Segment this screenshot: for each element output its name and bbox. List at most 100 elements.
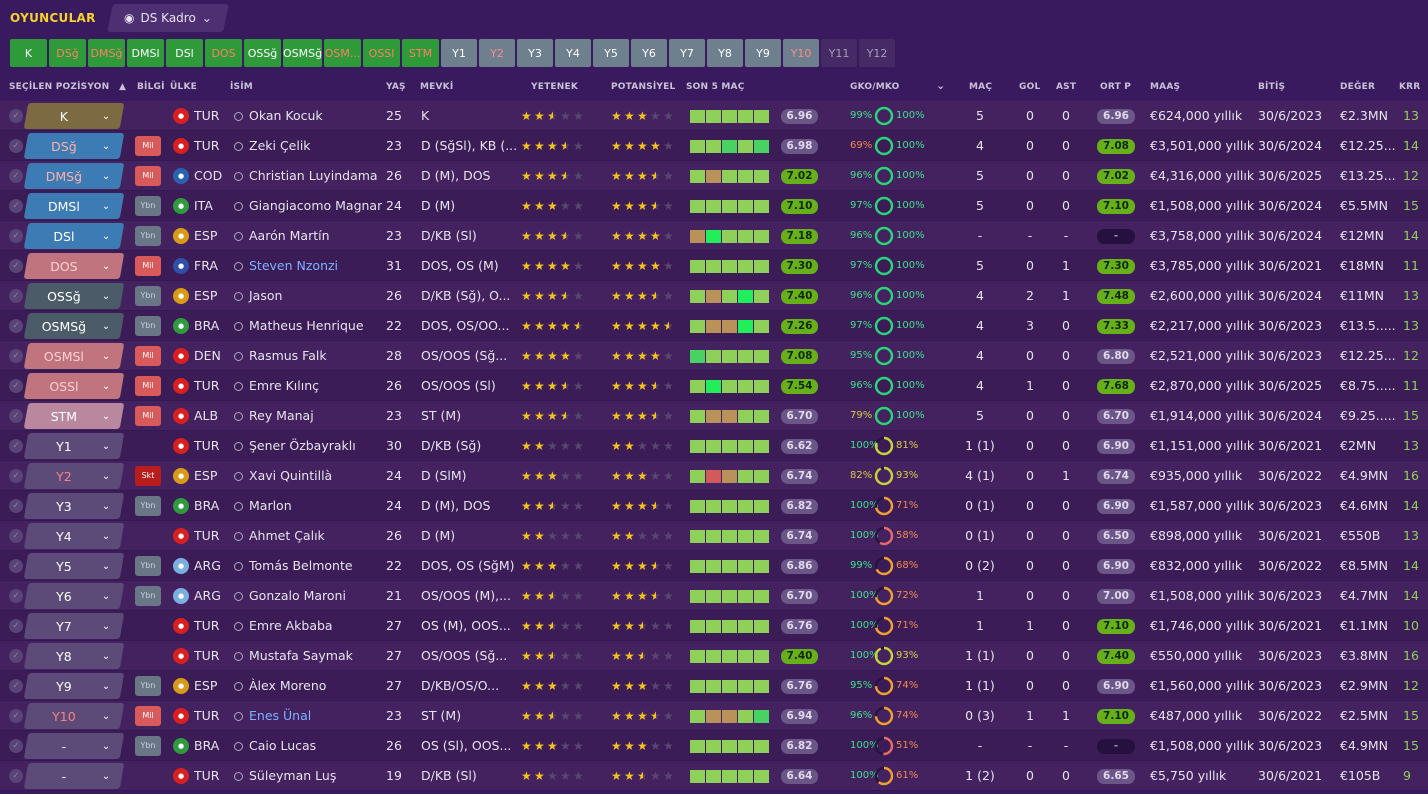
chevron-down-icon[interactable]: ⌄ xyxy=(936,79,946,92)
player-name[interactable]: Christian Luyindama xyxy=(234,161,382,191)
check-icon[interactable]: ✓ xyxy=(9,199,23,213)
player-name[interactable]: Emre Akbaba xyxy=(234,611,382,641)
player-name[interactable]: Steven Nzonzi xyxy=(234,251,382,281)
position-filter-button[interactable]: STM xyxy=(402,39,439,67)
check-icon[interactable]: ✓ xyxy=(9,349,23,363)
player-name[interactable]: Àlex Moreno xyxy=(234,671,382,701)
position-select[interactable]: DSğ ⌄ xyxy=(23,133,125,159)
check-icon[interactable]: ✓ xyxy=(9,559,23,573)
table-row[interactable]: ✓ OSSğ ⌄ Ybn ● ESP Jason 26 D/KB (Sğ), O... ★ ★ ★ ★ ★… xyxy=(0,281,1428,311)
check-icon[interactable]: ✓ xyxy=(9,469,23,483)
player-name[interactable]: Matheus Henrique xyxy=(234,311,382,341)
col-avg[interactable]: ORT P xyxy=(1100,82,1132,92)
col-ability[interactable]: YETENEK xyxy=(531,82,579,92)
position-filter-button[interactable]: OSSl xyxy=(363,39,400,67)
position-filter-button[interactable]: Y2 xyxy=(479,39,515,67)
position-select[interactable]: - ⌄ xyxy=(23,733,125,759)
table-row[interactable]: ✓ - ⌄ Ybn ● BRA Caio Lucas 26 OS (Sl), OOS... ★ ★ ★… xyxy=(0,731,1428,761)
player-name[interactable]: Süleyman Luş xyxy=(234,761,382,791)
check-icon[interactable]: ✓ xyxy=(9,109,23,123)
position-select[interactable]: Y5 ⌄ xyxy=(23,553,125,579)
position-filter-button[interactable]: Y11 xyxy=(821,39,857,67)
position-select[interactable]: OSMSl ⌄ xyxy=(23,343,125,369)
check-icon[interactable]: ✓ xyxy=(9,439,23,453)
player-name[interactable]: Okan Kocuk xyxy=(234,101,382,131)
position-select[interactable]: STM ⌄ xyxy=(23,403,125,429)
col-position[interactable]: SEÇİLEN POZİSYON xyxy=(9,82,110,92)
player-name[interactable]: Emre Kılınç xyxy=(234,371,382,401)
table-row[interactable]: ✓ OSMSl ⌄ Mil ● DEN Rasmus Falk 28 OS/OOS (Sğ...… xyxy=(0,341,1428,371)
position-select[interactable]: DMSğ ⌄ xyxy=(23,163,125,189)
position-filter-button[interactable]: DSğ xyxy=(49,39,86,67)
player-name[interactable]: Rasmus Falk xyxy=(234,341,382,371)
player-name[interactable]: Giangiacomo Magnani xyxy=(234,191,382,221)
check-icon[interactable]: ✓ xyxy=(9,709,23,723)
position-filter-button[interactable]: Y12 xyxy=(859,39,895,67)
position-filter-button[interactable]: DMSl xyxy=(127,39,164,67)
check-icon[interactable]: ✓ xyxy=(9,229,23,243)
check-icon[interactable]: ✓ xyxy=(9,289,23,303)
position-filter-button[interactable]: Y8 xyxy=(707,39,743,67)
check-icon[interactable]: ✓ xyxy=(9,739,23,753)
table-row[interactable]: ✓ DMSğ ⌄ Mil ● COD Christian Luyindama 26 D (M),… xyxy=(0,161,1428,191)
position-select[interactable]: DMSl ⌄ xyxy=(23,193,125,219)
position-filter-button[interactable]: Y9 xyxy=(745,39,781,67)
position-select[interactable]: Y3 ⌄ xyxy=(23,493,125,519)
table-row[interactable]: ✓ DMSl ⌄ Ybn ● ITA Giangiacomo Magnani 24 D (M) ★… xyxy=(0,191,1428,221)
col-apps[interactable]: MAÇ xyxy=(969,82,993,92)
check-icon[interactable]: ✓ xyxy=(9,379,23,393)
player-name[interactable]: Marlon xyxy=(234,491,382,521)
player-name[interactable]: Ahmet Çalık xyxy=(234,521,382,551)
position-filter-button[interactable]: Y10 xyxy=(783,39,819,67)
col-nation[interactable]: ÜLKE xyxy=(170,82,197,92)
col-assists[interactable]: AST xyxy=(1056,82,1077,92)
check-icon[interactable]: ✓ xyxy=(9,319,23,333)
check-icon[interactable]: ✓ xyxy=(9,169,23,183)
position-filter-button[interactable]: Y4 xyxy=(555,39,591,67)
table-row[interactable]: ✓ Y3 ⌄ Ybn ● BRA Marlon 24 D (M), DOS ★ ★ ★ ★ ★ ★ ★ ★ ★ ★ 6… xyxy=(0,491,1428,521)
table-row[interactable]: ✓ OSSl ⌄ Mil ● TUR Emre Kılınç 26 OS/OOS (Sl) ★ ★ ★… xyxy=(0,371,1428,401)
check-icon[interactable]: ✓ xyxy=(9,619,23,633)
check-icon[interactable]: ✓ xyxy=(9,529,23,543)
table-row[interactable]: ✓ Y5 ⌄ Ybn ● ARG Tomás Belmonte 22 DOS, OS (SğM)… xyxy=(0,551,1428,581)
position-filter-button[interactable]: Y5 xyxy=(593,39,629,67)
sort-asc-icon[interactable]: ▲ xyxy=(119,82,127,92)
position-select[interactable]: Y7 ⌄ xyxy=(23,613,125,639)
position-select[interactable]: OSMSğ ⌄ xyxy=(23,313,125,339)
col-name[interactable]: İSİM xyxy=(230,82,253,92)
check-icon[interactable]: ✓ xyxy=(9,589,23,603)
table-row[interactable]: ✓ Y10 ⌄ Mil ● TUR Enes Ünal 23 ST (M) ★ ★ ★ ★ ★ ★ ★ ★ ★ ★ 6… xyxy=(0,701,1428,731)
check-icon[interactable]: ✓ xyxy=(9,499,23,513)
position-filter-button[interactable]: Y6 xyxy=(631,39,667,67)
check-icon[interactable]: ✓ xyxy=(9,679,23,693)
section-title[interactable]: OYUNCULAR xyxy=(10,11,96,25)
position-select[interactable]: DSl ⌄ xyxy=(23,223,125,249)
position-filter-button[interactable]: K xyxy=(10,39,47,67)
table-row[interactable]: ✓ Y7 ⌄ ● TUR Emre Akbaba 27 OS (M), OOS... ★ ★ ★ ★ ★… xyxy=(0,611,1428,641)
check-icon[interactable]: ✓ xyxy=(9,649,23,663)
table-row[interactable]: ✓ Y4 ⌄ ● TUR Ahmet Çalık 26 D (M) ★ ★ ★ ★ ★ ★ ★ ★ ★ ★ 6.74… xyxy=(0,521,1428,551)
player-name[interactable]: Şener Özbayraklı xyxy=(234,431,382,461)
table-row[interactable]: ✓ Y2 ⌄ Skt ● ESP Xavi Quintillà 24 D (SlM) ★ ★ ★ ★ ★ ★… xyxy=(0,461,1428,491)
position-select[interactable]: Y10 ⌄ xyxy=(23,703,125,729)
position-select[interactable]: Y6 ⌄ xyxy=(23,583,125,609)
table-row[interactable]: ✓ DSğ ⌄ Mil ● TUR Zeki Çelik 23 D (SğSl), KB (..… xyxy=(0,131,1428,161)
position-select[interactable]: Y8 ⌄ xyxy=(23,643,125,669)
check-icon[interactable]: ✓ xyxy=(9,769,23,783)
table-row[interactable]: ✓ - ⌄ ● TUR Süleyman Luş 19 D/KB (Sl) ★ ★ ★ ★ ★ ★ ★ ★ ★ ★… xyxy=(0,761,1428,791)
check-icon[interactable]: ✓ xyxy=(9,139,23,153)
player-name[interactable]: Mustafa Saymak xyxy=(234,641,382,671)
position-select[interactable]: OSSl ⌄ xyxy=(23,373,125,399)
table-row[interactable]: ✓ OSMSğ ⌄ Ybn ● BRA Matheus Henrique 22 DOS, OS/… xyxy=(0,311,1428,341)
player-name[interactable]: Zeki Çelik xyxy=(234,131,382,161)
view-selector[interactable]: ◉ DS Kadro ⌄ xyxy=(106,4,229,32)
player-name[interactable]: Rey Manaj xyxy=(234,401,382,431)
position-filter-button[interactable]: OSMSğ xyxy=(283,39,322,67)
col-gko[interactable]: GKO/MKO xyxy=(850,82,900,92)
position-select[interactable]: Y4 ⌄ xyxy=(23,523,125,549)
player-name[interactable]: Xavi Quintillà xyxy=(234,461,382,491)
position-filter-button[interactable]: DOS xyxy=(205,39,242,67)
position-filter-button[interactable]: OSSğ xyxy=(244,39,281,67)
table-row[interactable]: ✓ DSl ⌄ Ybn ● ESP Aarón Martín 23 D/KB (Sl) ★ ★ ★ ★ ★… xyxy=(0,221,1428,251)
col-kkr[interactable]: KRR xyxy=(1399,82,1421,92)
